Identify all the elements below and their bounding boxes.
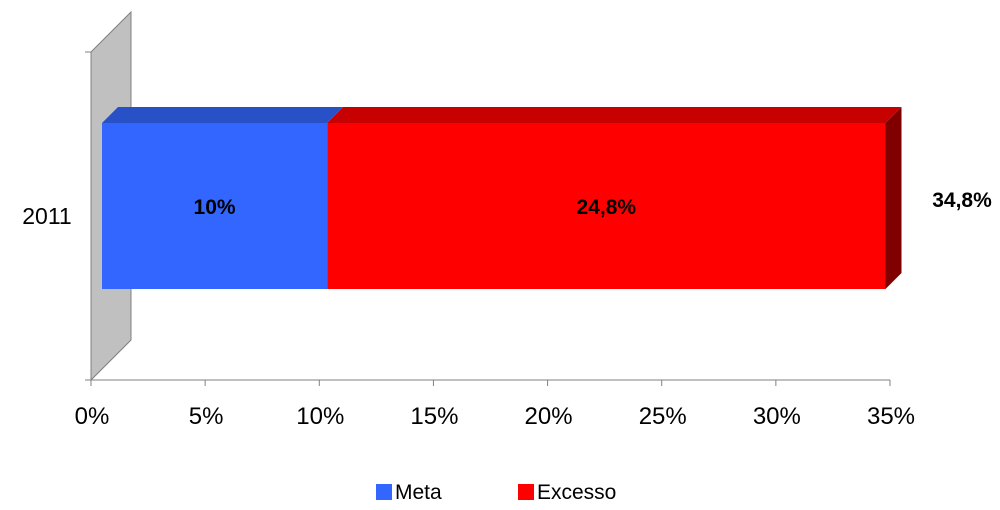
x-tick-label: 20% — [525, 403, 573, 430]
bar-excesso — [327, 123, 886, 289]
bar-top-meta — [102, 107, 344, 123]
bar-top-excesso — [327, 107, 902, 123]
data-label-meta: 10% — [194, 196, 236, 219]
total-label: 34,8% — [932, 189, 992, 212]
legend-label-meta: Meta — [395, 481, 442, 504]
x-tick-label: 25% — [639, 403, 687, 430]
bar-side-excesso — [885, 107, 902, 289]
data-label-excesso: 24,8% — [577, 196, 637, 219]
x-tick-label: 15% — [410, 403, 458, 430]
chart-data-labels: 10% 24,8% 34,8% — [194, 189, 993, 219]
chart-axes: 0% 5% 10% 15% 20% 25% 30% 35% 2011 — [22, 51, 915, 430]
category-label: 2011 — [22, 203, 71, 229]
chart-bars — [102, 107, 902, 289]
x-tick-label: 10% — [296, 403, 344, 430]
x-tick-label: 35% — [867, 403, 915, 430]
x-tick-label: 5% — [189, 403, 224, 430]
legend-label-excesso: Excesso — [537, 481, 616, 504]
x-tick-label: 30% — [753, 403, 801, 430]
bar-meta — [102, 123, 328, 289]
legend-swatch-meta — [376, 484, 392, 500]
legend-swatch-excesso — [518, 484, 534, 500]
x-tick-label: 0% — [75, 403, 110, 430]
chart-legend: Meta Excesso — [376, 481, 616, 504]
